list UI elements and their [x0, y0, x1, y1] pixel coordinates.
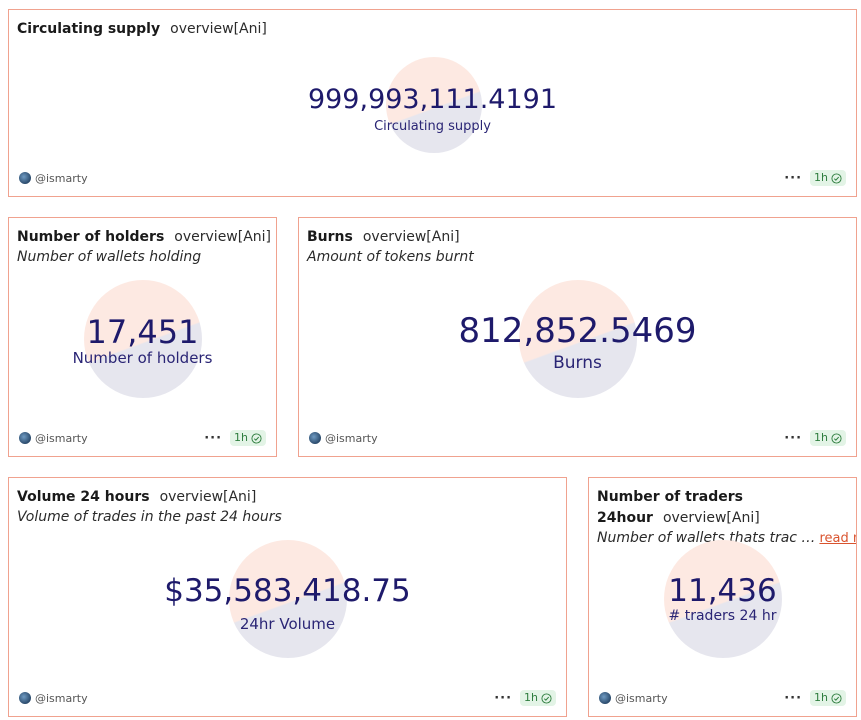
counter-background — [229, 540, 347, 658]
card-header: Burns overview[Ani] Amount of tokens burn… — [307, 227, 848, 268]
card-title-continued: 24hour — [597, 510, 653, 526]
author[interactable]: @ismarty — [19, 432, 88, 445]
check-circle-icon — [831, 172, 842, 184]
counter-label: Burns — [553, 353, 602, 373]
card-header: Number of holders overview[Ani] Number of… — [17, 227, 272, 268]
avatar-icon — [19, 172, 31, 184]
holders-card: Number of holders overview[Ani] Number of… — [8, 217, 277, 457]
author-name: @ismarty — [325, 431, 378, 445]
more-icon[interactable]: ··· — [204, 430, 223, 446]
avatar-icon — [599, 692, 611, 704]
card-title: Circulating supply — [17, 21, 161, 37]
circulating-supply-card: Circulating supply overview[Ani] 999,993,… — [8, 9, 857, 197]
more-icon[interactable]: ··· — [784, 690, 803, 706]
card-header: Number of traders 24hour overview[Ani] Nu… — [597, 487, 856, 549]
check-circle-icon — [541, 692, 552, 704]
query-name[interactable]: overview[Ani] — [662, 510, 760, 526]
card-title-line: Circulating supply overview[Ani] — [17, 19, 848, 39]
card-title: Number of holders — [17, 229, 165, 245]
footer-actions: ··· 1h — [494, 690, 556, 706]
avatar-icon — [309, 432, 321, 444]
refresh-badge: 1h — [520, 690, 556, 706]
card-header: Volume 24 hours overview[Ani] Volume of t… — [17, 487, 558, 528]
refresh-badge: 1h — [810, 430, 846, 446]
refresh-badge: 1h — [810, 690, 846, 706]
author-name: @ismarty — [35, 691, 88, 705]
card-title: Burns — [307, 229, 353, 245]
counter-label: # traders 24 hr — [668, 608, 777, 624]
card-header: Circulating supply overview[Ani] — [17, 19, 848, 39]
query-name[interactable]: overview[Ani] — [159, 489, 257, 505]
refresh-badge: 1h — [230, 430, 266, 446]
avatar-icon — [19, 432, 31, 444]
traders-card: Number of traders 24hour overview[Ani] Nu… — [588, 477, 857, 717]
footer-actions: ··· 1h — [784, 430, 846, 446]
counter-value: 11,436 — [668, 573, 777, 609]
avatar-icon — [19, 692, 31, 704]
card-description: Volume of trades in the past 24 hours — [17, 509, 282, 525]
counter: 812,852.5469 Burns — [299, 314, 856, 373]
author[interactable]: @ismarty — [599, 692, 668, 705]
card-title-line-2: 24hour overview[Ani] — [597, 508, 848, 528]
counter: 17,451 Number of holders — [9, 316, 276, 367]
card-footer: @ismarty ··· 1h — [309, 428, 846, 448]
footer-actions: ··· 1h — [204, 430, 266, 446]
check-circle-icon — [251, 432, 262, 444]
burns-card: Burns overview[Ani] Amount of tokens burn… — [298, 217, 857, 457]
author-name: @ismarty — [35, 431, 88, 445]
counter: 11,436 # traders 24 hr — [589, 573, 856, 625]
check-circle-icon — [831, 692, 842, 704]
volume-card: Volume 24 hours overview[Ani] Volume of t… — [8, 477, 567, 717]
refresh-interval: 1h — [814, 431, 828, 444]
query-name[interactable]: overview[Ani] — [362, 229, 460, 245]
read-more-link[interactable]: read more — [819, 531, 856, 546]
refresh-interval: 1h — [814, 171, 828, 184]
more-icon[interactable]: ··· — [494, 690, 513, 706]
author-name: @ismarty — [615, 691, 668, 705]
check-circle-icon — [831, 432, 842, 444]
card-description: Number of wallets thats trac … — [597, 530, 816, 546]
footer-actions: ··· 1h — [784, 170, 846, 186]
counter-background — [519, 280, 637, 398]
card-description-line: Number of wallets thats trac …read more — [597, 528, 856, 549]
card-footer: @ismarty ··· 1h — [19, 428, 266, 448]
card-description: Number of wallets holding — [17, 249, 202, 265]
more-icon[interactable]: ··· — [784, 170, 803, 186]
counter-background — [84, 280, 202, 398]
counter-background — [386, 57, 482, 153]
query-name[interactable]: overview[Ani] — [170, 21, 267, 37]
counter-label: Circulating supply — [374, 119, 491, 134]
refresh-interval: 1h — [814, 691, 828, 704]
query-name[interactable]: overview[Ani] — [174, 229, 272, 245]
counter-value: 17,451 — [86, 313, 199, 351]
card-title-line: Burns overview[Ani] — [307, 227, 848, 247]
card-title: Number of traders — [597, 489, 743, 505]
card-footer: @ismarty ··· 1h — [599, 688, 846, 708]
counter-background — [664, 540, 782, 658]
refresh-badge: 1h — [810, 170, 846, 186]
counter-label: 24hr Volume — [239, 615, 336, 633]
author[interactable]: @ismarty — [19, 692, 88, 705]
author-name: @ismarty — [35, 171, 88, 185]
counter-value: 999,993,111.4191 — [307, 84, 558, 115]
footer-actions: ··· 1h — [784, 690, 846, 706]
card-description: Amount of tokens burnt — [307, 249, 474, 265]
author[interactable]: @ismarty — [309, 432, 378, 445]
card-title-line: Number of traders — [597, 487, 848, 507]
more-icon[interactable]: ··· — [784, 430, 803, 446]
counter-value: $35,583,418.75 — [164, 573, 411, 609]
card-title: Volume 24 hours — [17, 489, 150, 505]
card-title-line: Volume 24 hours overview[Ani] — [17, 487, 558, 507]
counter-label: Number of holders — [72, 349, 213, 367]
counter: 999,993,111.4191 Circulating supply — [9, 86, 856, 134]
refresh-interval: 1h — [234, 431, 248, 444]
card-footer: @ismarty ··· 1h — [19, 688, 556, 708]
refresh-interval: 1h — [524, 691, 538, 704]
counter-value: 812,852.5469 — [458, 311, 697, 351]
card-title-line: Number of holders overview[Ani] — [17, 227, 272, 247]
card-footer: @ismarty ··· 1h — [19, 168, 846, 188]
author[interactable]: @ismarty — [19, 172, 88, 185]
counter: $35,583,418.75 24hr Volume — [9, 573, 566, 634]
